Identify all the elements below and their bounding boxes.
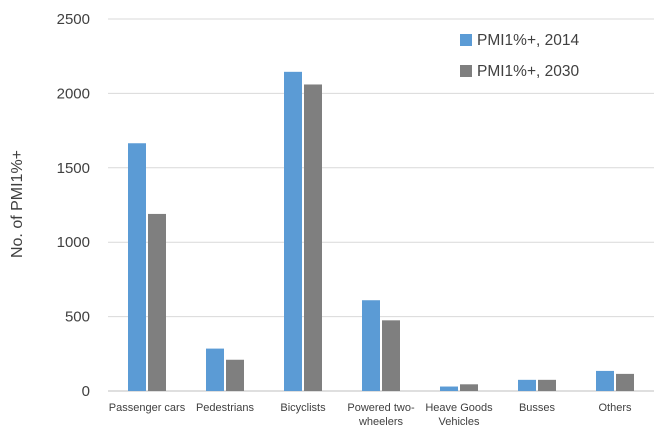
bar-series-1 [128,143,146,391]
x-tick-label: wheelers [358,416,404,428]
bar-series-2 [226,359,244,391]
x-axis-ticks: Passenger cars Pedestrians Bicyclists Power… [109,402,632,428]
bar-series-1 [284,71,302,391]
legend-swatch [460,34,472,46]
y-axis-ticks: 0 500 1000 1500 2000 2500 [57,11,90,400]
bar-series-1 [206,348,224,391]
legend-swatch [460,65,472,77]
y-tick-label: 0 [82,383,90,400]
bar-series-1 [518,379,536,391]
x-tick-label: Passenger cars [109,402,186,414]
y-tick-label: 1500 [57,160,90,177]
x-tick-label: Others [598,402,632,414]
y-tick-label: 1000 [57,234,90,251]
bar-series-1 [362,300,380,391]
x-tick-label: Powered two- [347,402,415,414]
x-tick-label: Bicyclists [280,402,326,414]
bars [128,71,634,392]
bar-series-2 [304,84,322,392]
y-tick-label: 2000 [57,85,90,102]
bar-series-2 [460,384,478,391]
legend: PMI1%+, 2014 PMI1%+, 2030 [460,32,579,80]
bar-series-1 [440,386,458,391]
bar-series-2 [538,379,556,391]
x-tick-label: Vehicles [439,416,480,428]
x-tick-label: Pedestrians [196,402,255,414]
bar-series-1 [596,370,614,391]
legend-label: PMI1%+, 2030 [477,63,579,80]
y-tick-label: 500 [65,309,90,326]
bar-series-2 [382,320,400,391]
legend-label: PMI1%+, 2014 [477,32,579,49]
x-tick-label: Heave Goods [425,402,493,414]
bar-series-2 [148,213,166,391]
bar-series-2 [616,373,634,391]
x-tick-label: Busses [519,402,556,414]
y-tick-label: 2500 [57,11,90,28]
gridlines [108,18,654,392]
y-axis-title: No. of PMI1%+ [9,150,26,258]
